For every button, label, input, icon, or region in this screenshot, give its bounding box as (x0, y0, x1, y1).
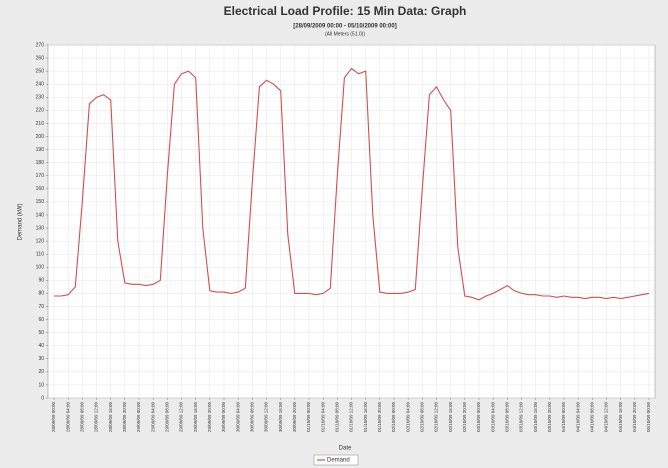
legend: Demand (313, 454, 359, 466)
y-tick-label: 260 (36, 55, 45, 61)
x-tick-label: 29/09/09 16:00 (193, 402, 198, 433)
x-tick-label: 30/09/09 04:00 (235, 402, 240, 433)
x-tick-label: 02/10/09 16:00 (448, 402, 453, 433)
x-tick-label: 30/09/09 08:00 (250, 402, 255, 433)
y-tick-label: 50 (38, 330, 44, 336)
y-tick-label: 0 (41, 395, 44, 401)
x-tick-label: 04/10/09 12:00 (604, 402, 609, 433)
chart-note: (All Meters (51.0)) (325, 31, 365, 37)
y-tick-label: 10 (38, 382, 44, 388)
x-tick-label: 04/10/09 00:00 (561, 402, 566, 433)
y-tick-label: 130 (36, 225, 45, 231)
y-tick-label: 100 (36, 265, 45, 271)
y-tick-label: 80 (38, 291, 44, 297)
x-tick-label: 30/09/09 20:00 (292, 402, 297, 433)
x-tick-label: 01/10/09 12:00 (349, 402, 354, 433)
x-tick-label: 04/10/09 20:00 (632, 402, 637, 433)
x-tick-label: 01/10/09 04:00 (320, 402, 325, 433)
y-tick-label: 240 (36, 82, 45, 88)
y-tick-label: 150 (36, 199, 45, 205)
x-tick-label: 03/10/09 12:00 (519, 402, 524, 433)
x-tick-label: 02/10/09 08:00 (420, 402, 425, 433)
y-tick-label: 190 (36, 147, 45, 153)
y-tick-label: 200 (36, 134, 45, 140)
data-line (54, 67, 650, 301)
y-tick-label: 20 (38, 369, 44, 375)
x-tick-label: 03/10/09 04:00 (490, 402, 495, 433)
y-tick-label: 210 (36, 121, 45, 127)
y-tick-label: 270 (36, 42, 45, 48)
legend-box (313, 454, 359, 466)
x-axis-label: Date (339, 446, 352, 452)
y-tick-label: 220 (36, 108, 45, 114)
y-tick-label: 40 (38, 343, 44, 349)
x-tick-label: 29/09/09 00:00 (136, 402, 141, 433)
y-tick-label: 250 (36, 68, 45, 74)
x-tick-label: 05/10/09 00:00 (646, 402, 651, 433)
y-axis-label: Demand (kW) (18, 203, 24, 240)
y-tick-label: 70 (38, 304, 44, 310)
chart-subtitle: [28/09/2009 00:00 - 05/10/2009 00:00] (293, 24, 396, 30)
x-tick-label: 29/09/09 12:00 (179, 402, 184, 433)
x-tick-label: 29/09/09 04:00 (150, 402, 155, 433)
y-tick-label: 120 (36, 238, 45, 244)
x-tick-label: 02/10/09 00:00 (391, 402, 396, 433)
legend-label: Demand (327, 458, 350, 464)
x-tick-label: 03/10/09 00:00 (476, 402, 481, 433)
y-tick-label: 140 (36, 212, 45, 218)
y-tick-label: 60 (38, 317, 44, 323)
x-tick-label: 04/10/09 08:00 (590, 402, 595, 433)
x-tick-label: 28/09/09 16:00 (108, 402, 113, 433)
x-tick-label: 29/09/09 20:00 (207, 402, 212, 433)
x-tick-label: 30/09/09 00:00 (221, 402, 226, 433)
y-tick-label: 230 (36, 95, 45, 101)
x-tick-label: 04/10/09 04:00 (575, 402, 580, 433)
chart-title: Electrical Load Profile: 15 Min Data: Gr… (224, 4, 467, 18)
y-tick-label: 160 (36, 186, 45, 192)
x-tick-label: 01/10/09 16:00 (363, 402, 368, 433)
x-tick-label: 03/10/09 08:00 (505, 402, 510, 433)
x-tick-label: 01/10/09 08:00 (335, 402, 340, 433)
y-tick-label: 90 (38, 278, 44, 284)
x-tick-label: 30/09/09 16:00 (278, 402, 283, 433)
x-tick-label: 01/10/09 20:00 (377, 402, 382, 433)
x-tick-label: 02/10/09 12:00 (434, 402, 439, 433)
x-tick-label: 28/09/09 04:00 (65, 402, 70, 433)
x-tick-label: 03/10/09 16:00 (533, 402, 538, 433)
y-tick-label: 30 (38, 356, 44, 362)
x-tick-label: 02/10/09 04:00 (405, 402, 410, 433)
y-tick-label: 110 (36, 252, 44, 258)
x-tick-label: 28/09/09 12:00 (94, 402, 99, 433)
x-tick-label: 28/09/09 20:00 (122, 402, 127, 433)
x-tick-label: 03/10/09 20:00 (547, 402, 552, 433)
x-tick-label: 01/10/09 00:00 (306, 402, 311, 433)
x-tick-label: 28/09/09 08:00 (80, 402, 85, 433)
x-tick-label: 02/10/09 20:00 (462, 402, 467, 433)
x-tick-label: 04/10/09 16:00 (618, 402, 623, 433)
y-tick-label: 170 (36, 173, 45, 179)
y-tick-label: 180 (36, 160, 45, 166)
x-tick-label: 29/09/09 08:00 (165, 402, 170, 433)
x-tick-label: 30/09/09 12:00 (264, 402, 269, 433)
x-tick-label: 28/09/09 00:00 (51, 402, 56, 433)
